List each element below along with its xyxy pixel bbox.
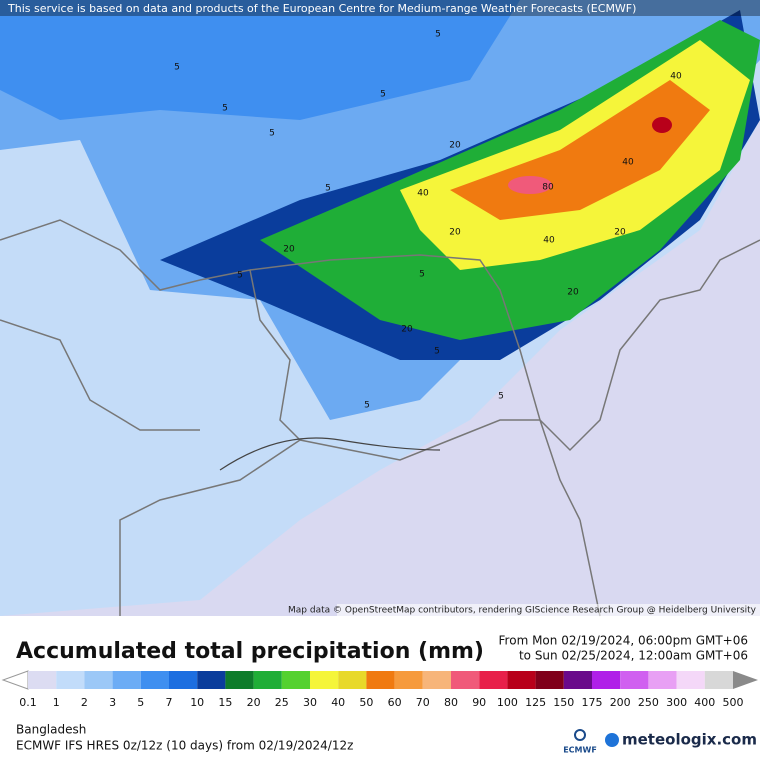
colorbar-tick-label: 70 [416,696,430,709]
attribution: This service is based on data and produc… [7,2,636,15]
contour-label: 20 [614,228,626,238]
contour-label: 20 [283,245,295,255]
colorbar-box [366,671,395,689]
colorbar-tick-label: 60 [388,696,402,709]
colorbar-box [140,671,169,689]
colorbar-box [112,671,141,689]
colorbar-tick-label: 80 [444,696,458,709]
contour-label: 5 [435,30,441,40]
colorbar-tick-label: 0.1 [19,696,37,709]
colorbar-tick-label: 175 [582,696,603,709]
contour-label: 5 [364,401,370,411]
precip-blue [0,0,520,120]
colorbar-tick-label: 50 [359,696,373,709]
brand-logo: meteologix.com [622,731,757,749]
ecmwf-icon [574,729,586,741]
colorbar-box [676,671,705,689]
colorbar-box [704,671,733,689]
contour-label: 20 [449,141,461,151]
colorbar: 0.1 1 2 3 5 7 10 15 20 25 30 40 50 60 70 80 90 100 125 150 1… [1,670,758,709]
colorbar-box [28,671,57,689]
colorbar-tick-label: 20 [247,696,261,709]
colorbar-box [422,671,451,689]
contour-label: 40 [543,236,555,246]
colorbar-box [169,671,198,689]
contour-label: 5 [325,184,331,194]
contour-label: 80 [542,183,554,193]
contour-label: 5 [434,347,440,357]
colorbar-tick-label: 150 [553,696,574,709]
contour-label: 40 [417,189,429,199]
colorbar-box [535,671,564,689]
credit-bg [337,604,760,616]
colorbar-tick-label: 5 [137,696,144,709]
contour-label: 40 [670,72,682,82]
contour-label: 5 [237,271,243,281]
colorbar-under [1,670,29,690]
colorbar-box [310,671,339,689]
model-info: ECMWF IFS HRES 0z/12z (10 days) from 02/… [16,739,353,753]
colorbar-tick-label: 400 [694,696,715,709]
period-from: From Mon 02/19/2024, 06:00pm GMT+06 [499,634,748,648]
contour-label: 20 [401,325,413,335]
map: This service is based on data and produc… [0,0,760,617]
colorbar-box [338,671,367,689]
contour-labels: 5 5 5 5 5 5 5 5 5 5 5 20 20 20 20 20 20 40 40 40 40 80 [174,30,682,411]
colorbar-tick-label: 25 [275,696,289,709]
ecmwf-logo: ECMWF [563,746,597,755]
contour-label: 5 [269,129,275,139]
colorbar-tick-label: 30 [303,696,317,709]
colorbar-tick-label: 200 [610,696,631,709]
colorbar-tick-label: 90 [472,696,486,709]
period-to: to Sun 02/25/2024, 12:00am GMT+06 [519,649,748,663]
contour-label: 40 [622,158,634,168]
colorbar-box [56,671,85,689]
colorbar-box [592,671,621,689]
contour-label: 20 [567,288,579,298]
precip-pink [508,176,552,194]
colorbar-tick-label: 250 [638,696,659,709]
colorbar-box [197,671,226,689]
title: Accumulated total precipitation (mm) [16,639,484,664]
colorbar-tick-label: 10 [190,696,204,709]
colorbar-box [507,671,536,689]
colorbar-box [394,671,423,689]
contour-label: 5 [380,90,386,100]
colorbar-tick-label: 7 [166,696,173,709]
colorbar-tick-label: 125 [525,696,546,709]
colorbar-tick-label: 300 [666,696,687,709]
colorbar-tick-label: 3 [109,696,116,709]
colorbar-box [648,671,677,689]
colorbar-tick-label: 15 [218,696,232,709]
region: Bangladesh [16,723,86,737]
colorbar-box [84,671,113,689]
contour-label: 5 [222,104,228,114]
contour-label: 20 [449,228,461,238]
borders [0,219,760,617]
contour-label: 5 [419,270,425,280]
colorbar-tick-label: 100 [497,696,518,709]
colorbar-box [253,671,282,689]
contour-label: 5 [174,63,180,73]
colorbar-box [620,671,649,689]
attribution-bar [0,0,760,16]
colorbar-over [733,671,758,689]
colorbar-box [451,671,480,689]
precip-red [652,117,672,133]
brand-icon [605,733,619,747]
colorbar-box [479,671,508,689]
coastline [219,437,441,471]
colorbar-tick-label: 40 [331,696,345,709]
colorbar-tick-label: 500 [723,696,744,709]
map-credit: Map data © OpenStreetMap contributors, r… [288,606,757,616]
colorbar-box [225,671,254,689]
colorbar-tick-label: 1 [53,696,60,709]
colorbar-box [281,671,310,689]
colorbar-box [563,671,592,689]
colorbar-tick-label: 2 [81,696,88,709]
contour-label: 5 [498,392,504,402]
